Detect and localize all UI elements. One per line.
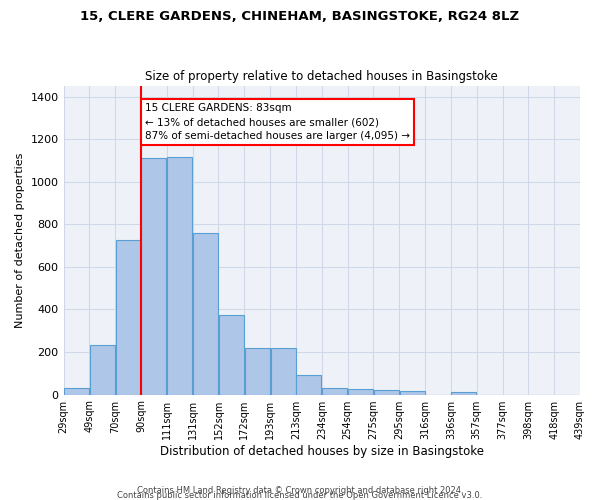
Bar [451, 392, 476, 394]
Bar [296, 376, 322, 394]
Text: Contains public sector information licensed under the Open Government Licence v3: Contains public sector information licen… [118, 491, 482, 500]
X-axis label: Distribution of detached houses by size in Basingstoke: Distribution of detached houses by size … [160, 444, 484, 458]
Bar [219, 315, 244, 394]
Bar [167, 158, 192, 394]
Bar [116, 240, 140, 394]
Bar [348, 390, 373, 394]
Bar [374, 390, 399, 394]
Bar [400, 392, 425, 394]
Text: Contains HM Land Registry data © Crown copyright and database right 2024.: Contains HM Land Registry data © Crown c… [137, 486, 463, 495]
Text: 15, CLERE GARDENS, CHINEHAM, BASINGSTOKE, RG24 8LZ: 15, CLERE GARDENS, CHINEHAM, BASINGSTOKE… [80, 10, 520, 23]
Title: Size of property relative to detached houses in Basingstoke: Size of property relative to detached ho… [145, 70, 498, 84]
Bar [90, 344, 115, 395]
Bar [245, 348, 270, 395]
Bar [64, 388, 89, 394]
Bar [322, 388, 347, 394]
Bar [271, 348, 296, 395]
Bar [142, 158, 166, 394]
Bar [193, 233, 218, 394]
Text: 15 CLERE GARDENS: 83sqm
← 13% of detached houses are smaller (602)
87% of semi-d: 15 CLERE GARDENS: 83sqm ← 13% of detache… [145, 103, 410, 141]
Y-axis label: Number of detached properties: Number of detached properties [15, 152, 25, 328]
